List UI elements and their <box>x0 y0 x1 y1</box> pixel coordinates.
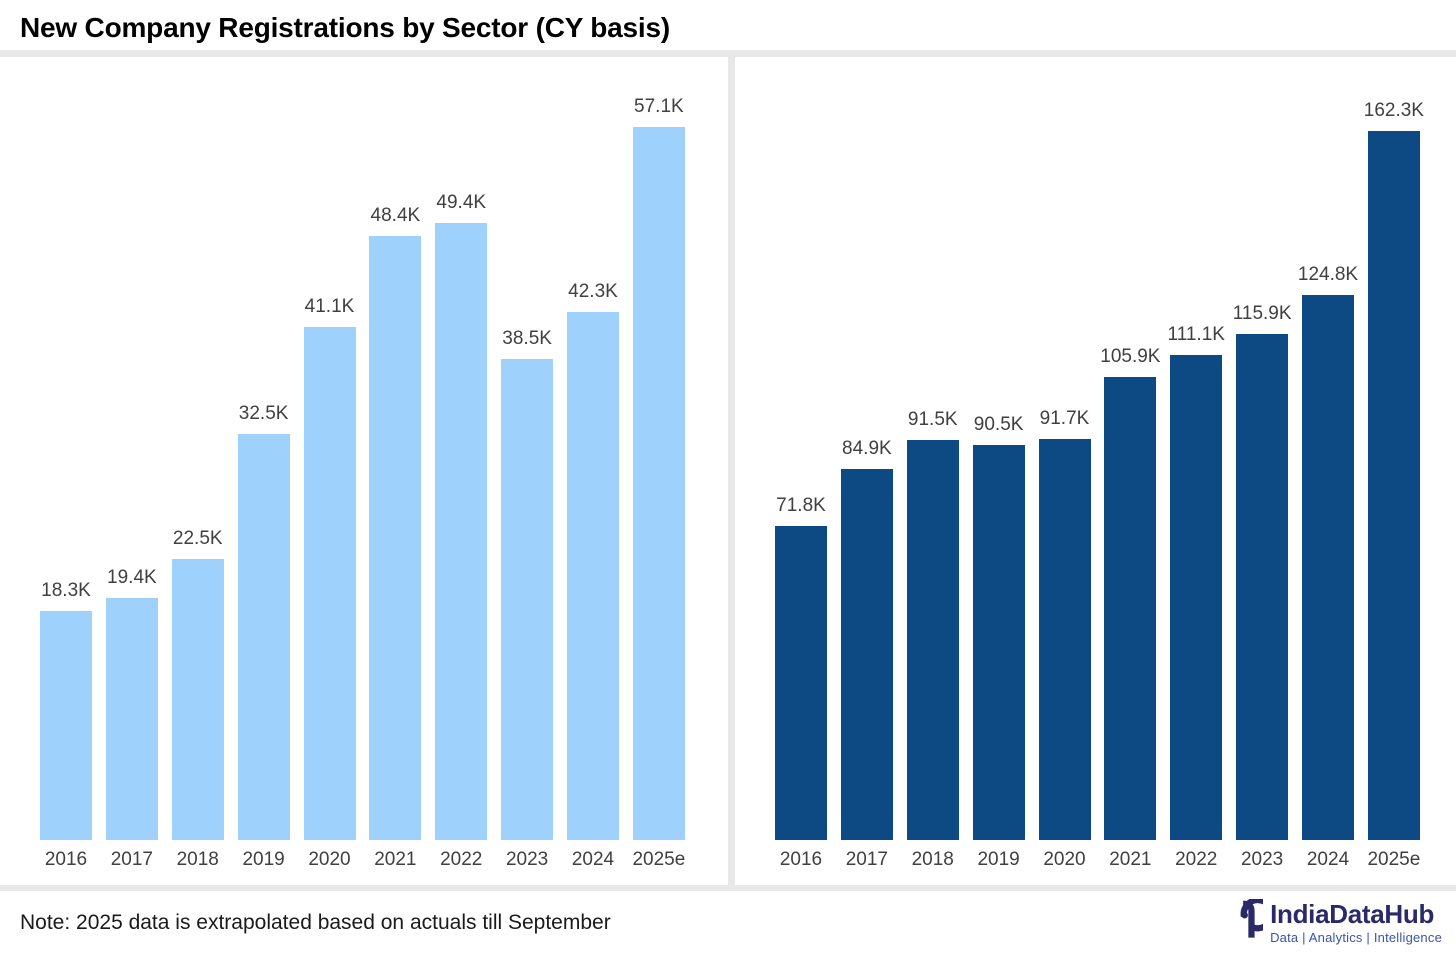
bar-value-label: 19.4K <box>107 567 157 588</box>
bar-column: 71.8K 2016 <box>775 57 827 885</box>
bar-value-label: 48.4K <box>370 205 421 226</box>
x-tick-label: 2025e <box>1367 849 1421 870</box>
bar-column: 111.1K 2022 <box>1167 57 1225 885</box>
bar-column: 49.4K 2022 <box>435 57 488 885</box>
charts-row: 18.3K 2016 19.4K 2017 22.5K 2018 32.5K 2019 41.1… <box>0 57 1456 885</box>
x-tick-label: 2023 <box>1240 849 1284 870</box>
bar-column: 91.5K 2018 <box>906 57 959 885</box>
brand-tagline: Data | Analytics | Intelligence <box>1270 930 1442 945</box>
bar-column: 90.5K 2019 <box>972 57 1025 885</box>
bar <box>567 312 619 840</box>
note-text: Note: 2025 data is extrapolated based on… <box>20 911 611 934</box>
bar <box>775 526 827 840</box>
bar-column: 38.5K 2023 <box>501 57 554 885</box>
bar-chart-left: 18.3K 2016 19.4K 2017 22.5K 2018 32.5K 2019 41.1… <box>40 57 685 885</box>
bar <box>1104 377 1157 840</box>
bar-value-label: 91.5K <box>907 409 958 430</box>
bar-column: 91.7K 2020 <box>1038 57 1091 885</box>
bar-value-label: 84.9K <box>842 438 892 459</box>
bar-value-label: 90.5K <box>973 414 1024 435</box>
x-tick-label: 2016 <box>779 849 823 870</box>
bar <box>972 445 1025 840</box>
bar-value-label: 38.5K <box>502 328 552 349</box>
bar-value-label: 115.9K <box>1232 303 1292 324</box>
bar-column: 22.5K 2018 <box>171 57 224 885</box>
bar-column: 41.1K 2020 <box>303 57 356 885</box>
bar-column: 105.9K 2021 <box>1100 57 1160 885</box>
brand-logo: IndiaDataHub Data | Analytics | Intellig… <box>1217 899 1442 947</box>
bar-value-label: 91.7K <box>1039 408 1090 429</box>
bar-column: 162.3K 2025e <box>1364 57 1424 885</box>
bar-value-label: 71.8K <box>776 495 826 516</box>
bar-value-label: 124.8K <box>1297 264 1359 285</box>
bar-value-label: 18.3K <box>41 580 91 601</box>
bar <box>435 223 488 840</box>
bar-value-label: 32.5K <box>238 403 289 424</box>
x-tick-label: 2017 <box>845 849 889 870</box>
bottom-divider <box>0 885 1456 891</box>
x-tick-label: 2017 <box>110 849 154 870</box>
brand-name: IndiaDataHub <box>1270 899 1435 929</box>
x-tick-label: 2020 <box>308 849 351 870</box>
bar-column: 124.8K 2024 <box>1298 57 1358 885</box>
x-tick-label: 2024 <box>571 849 615 870</box>
bar <box>171 559 224 840</box>
bar <box>840 469 893 840</box>
bar <box>40 611 92 840</box>
bar-value-label: 42.3K <box>568 281 618 302</box>
x-tick-label: 2018 <box>176 849 219 870</box>
bar <box>501 359 554 840</box>
bar-value-label: 41.1K <box>304 296 355 317</box>
bar <box>1236 334 1289 840</box>
x-tick-label: 2024 <box>1306 849 1350 870</box>
bar-value-label: 162.3K <box>1363 100 1424 121</box>
chart-panel-right: 71.8K 2016 84.9K 2017 91.5K 2018 90.5K 2019 91.7… <box>735 57 1456 885</box>
x-tick-label: 2021 <box>1109 849 1152 870</box>
bar-column: 115.9K 2023 <box>1233 57 1292 885</box>
bar-value-label: 111.1K <box>1167 324 1225 345</box>
x-tick-label: 2016 <box>44 849 88 870</box>
bar <box>1367 131 1420 840</box>
x-tick-label: 2021 <box>374 849 417 870</box>
bar-value-label: 105.9K <box>1100 346 1161 367</box>
bar-column: 84.9K 2017 <box>840 57 893 885</box>
bar <box>369 236 422 840</box>
bar <box>906 440 959 840</box>
bar-chart-right: 71.8K 2016 84.9K 2017 91.5K 2018 90.5K 2019 91.7… <box>775 57 1424 885</box>
x-tick-label: 2022 <box>1175 849 1218 870</box>
page-title: New Company Registrations by Sector (CY … <box>20 12 671 43</box>
footer: Note: 2025 data is extrapolated based on… <box>0 891 1456 961</box>
bar-column: 18.3K 2016 <box>40 57 92 885</box>
bar <box>1170 355 1223 840</box>
bar <box>632 127 685 840</box>
top-divider <box>0 50 1456 57</box>
x-tick-label: 2018 <box>911 849 954 870</box>
indiadatahub-logo-icon <box>1240 899 1264 938</box>
bar-value-label: 57.1K <box>634 96 684 117</box>
x-tick-label: 2025e <box>632 849 686 870</box>
bar <box>105 598 158 840</box>
bar-column: 57.1K 2025e <box>632 57 686 885</box>
bar-column: 48.4K 2021 <box>369 57 422 885</box>
bar-column: 32.5K 2019 <box>237 57 290 885</box>
bar <box>1302 295 1354 840</box>
chart-panel-left: 18.3K 2016 19.4K 2017 22.5K 2018 32.5K 2019 41.1… <box>0 57 728 885</box>
x-tick-label: 2022 <box>440 849 483 870</box>
bar <box>1038 439 1091 840</box>
x-tick-label: 2019 <box>977 849 1020 870</box>
brand-text: IndiaDataHub Data | Analytics | Intellig… <box>1270 901 1442 945</box>
bar <box>237 434 290 840</box>
bar <box>303 327 356 840</box>
bar-column: 42.3K 2024 <box>567 57 619 885</box>
bar-column: 19.4K 2017 <box>105 57 158 885</box>
bar-value-label: 22.5K <box>172 528 223 549</box>
vertical-divider <box>728 57 735 885</box>
x-tick-label: 2020 <box>1043 849 1086 870</box>
x-tick-label: 2023 <box>505 849 549 870</box>
bar-value-label: 49.4K <box>436 192 487 213</box>
x-tick-label: 2019 <box>242 849 285 870</box>
